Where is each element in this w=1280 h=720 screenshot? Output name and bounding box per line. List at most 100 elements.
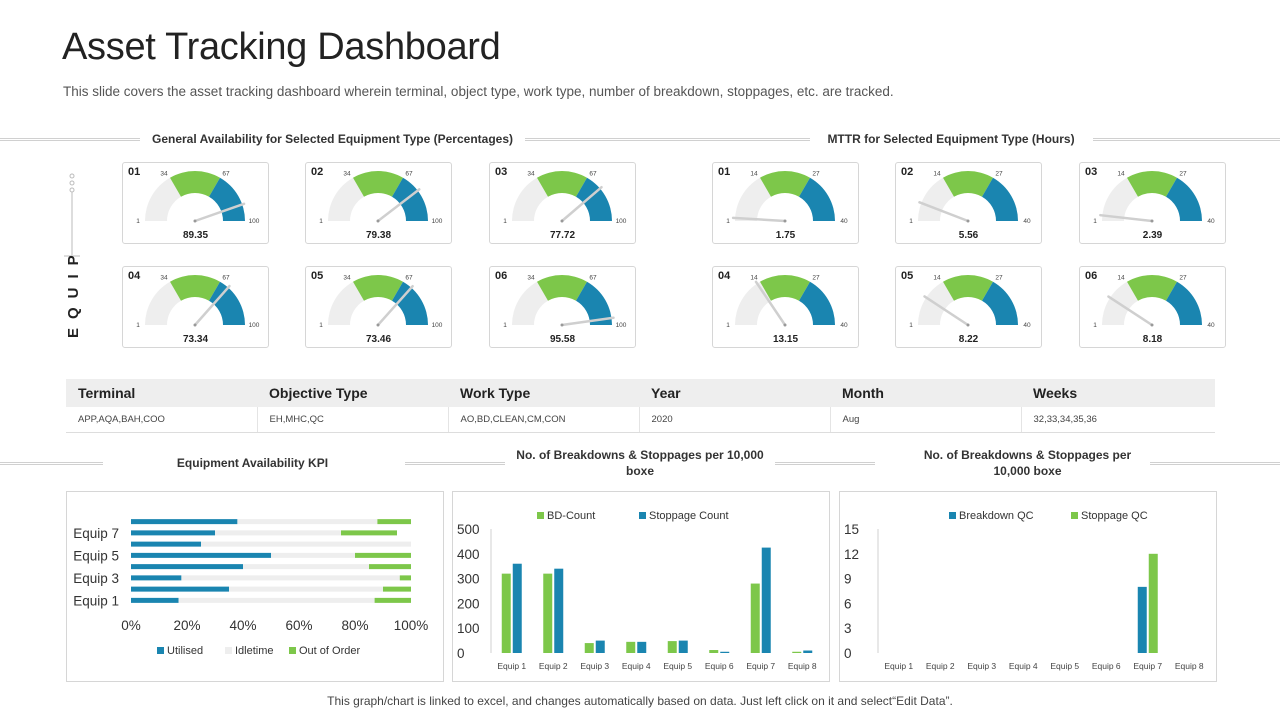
gauge-band-low [1102, 177, 1138, 221]
gauge-band-low [918, 177, 954, 221]
y-tick-label: 200 [457, 596, 480, 611]
bar-bd-count [543, 573, 553, 653]
y-tick-label: 3 [844, 621, 852, 636]
x-tick-label: 100% [394, 618, 429, 633]
gauge-id: 04 [718, 270, 731, 282]
gauge-scale-t2-label: 27 [1179, 171, 1187, 178]
gauge-pivot [1150, 219, 1154, 223]
gauge-card: 1 34 67 100 01 89.35 [122, 162, 269, 244]
gauge-pivot [376, 323, 380, 327]
gauge-value: 8.22 [958, 334, 979, 345]
bar-idletime [181, 575, 400, 581]
gauge-scale-min-label: 1 [136, 322, 140, 329]
gauge-needle [754, 280, 787, 327]
legend-swatch [289, 647, 296, 654]
bar-idletime [243, 564, 369, 570]
gauge-card: 1 14 27 40 06 8.18 [1079, 266, 1226, 348]
gauge-needle [1099, 213, 1154, 223]
gauge-band-mid [537, 171, 587, 197]
x-tick-label: Equip 5 [663, 661, 692, 671]
filter-header-work-type: Work Type [448, 379, 639, 407]
gauge-scale-min-label: 1 [136, 218, 140, 225]
gauge-card: 1 34 67 100 05 73.46 [305, 266, 452, 348]
gauge-pivot [966, 219, 970, 223]
gauge-band-mid [170, 171, 220, 197]
gauge-dial: 1 34 67 100 [136, 275, 260, 329]
x-tick-label: Equip 4 [622, 661, 651, 671]
gauge-scale-max-label: 40 [840, 218, 848, 225]
bar-stoppage-count [595, 640, 605, 653]
gauge-scale-t1-label: 14 [933, 275, 941, 282]
gauge-scale-min-label: 1 [1093, 218, 1097, 225]
bar-breakdown-qc [1137, 586, 1147, 653]
gauge-scale-min-label: 1 [909, 322, 913, 329]
gauge-pivot [966, 323, 970, 327]
bar-utilised [131, 564, 243, 570]
gauge-dial: 1 34 67 100 [503, 171, 627, 225]
bar-stoppage-count [761, 547, 771, 653]
gauge-dial: 1 14 27 40 [726, 275, 848, 329]
gauge-scale-t2-label: 27 [995, 275, 1003, 282]
gauge-dial: 1 14 27 40 [726, 171, 848, 225]
equipment-availability-chart: Equip 1 Equip 3 Equip 5 Equip 7 0% 20% 40% 60% 8… [66, 491, 444, 682]
gauge-needle [923, 295, 970, 327]
bar-out-of-order [355, 552, 411, 558]
bar-utilised [131, 541, 201, 547]
filter-header-terminal: Terminal [66, 379, 257, 407]
filter-value-row: APP,AQA,BAH,COO EH,MHC,QC AO,BD,CLEAN,CM… [66, 407, 1215, 433]
filter-value-terminal: APP,AQA,BAH,COO [66, 407, 258, 433]
gauge-needle [193, 284, 231, 327]
x-tick-label: Equip 2 [926, 661, 955, 671]
gauge-id: 02 [901, 166, 914, 178]
legend-label: Utilised [167, 645, 203, 657]
gauge-value: 5.56 [958, 230, 979, 241]
filter-value-weeks: 32,33,34,35,36 [1021, 407, 1215, 433]
gauge-band-mid [943, 171, 993, 197]
equip-decoration-line [64, 173, 80, 257]
gauge-band-mid [170, 275, 220, 301]
gauge-band-high [799, 281, 835, 325]
x-tick-label: Equip 8 [1175, 661, 1204, 671]
gauge-scale-t1-label: 34 [160, 171, 168, 178]
gauge-scale-t2-label: 67 [222, 171, 230, 178]
gauge-needle [560, 185, 603, 223]
gauge-scale-min-label: 1 [726, 218, 730, 225]
equip-label-text: EQUIP [65, 246, 82, 338]
gauge-dial: 1 14 27 40 [1093, 171, 1215, 225]
gauge-pivot [376, 219, 380, 223]
gauge-band-high [1166, 177, 1202, 221]
gauge-card: 1 14 27 40 05 8.22 [895, 266, 1042, 348]
gauge-band-mid [353, 275, 403, 301]
gauge-scale-t2-label: 27 [1179, 275, 1187, 282]
gauge-id: 06 [495, 270, 508, 282]
gauge-id: 02 [311, 166, 324, 178]
gauge-scale-min-label: 1 [726, 322, 730, 329]
gauge-needle [1107, 295, 1154, 327]
gauge-band-low [512, 281, 548, 325]
gauge-scale-t2-label: 67 [405, 171, 413, 178]
gauge-scale-t2-label: 67 [405, 275, 413, 282]
gauge-card: 1 14 27 40 03 2.39 [1079, 162, 1226, 244]
x-tick-label: Equip 2 [539, 661, 568, 671]
bar-stoppage-count [678, 640, 688, 653]
gauge-card: 1 14 27 40 02 5.56 [895, 162, 1042, 244]
gauge-scale-t2-label: 27 [812, 171, 820, 178]
legend-label: BD-Count [547, 510, 595, 522]
y-tick-label: Equip 5 [73, 548, 119, 563]
bar-utilised [131, 575, 182, 581]
filter-value-objective-type: EH,MHC,QC [257, 407, 449, 433]
y-tick-label: Equip 3 [73, 571, 119, 586]
gauge-id: 04 [128, 270, 141, 282]
x-tick-label: Equip 7 [746, 661, 775, 671]
gauge-band-mid [760, 171, 810, 197]
bar-bd-count [626, 641, 636, 653]
gauge-scale-max-label: 100 [616, 218, 627, 225]
gauge-id: 03 [495, 166, 508, 178]
bar-bd-count [667, 641, 677, 653]
x-tick-label: 20% [173, 618, 200, 633]
filter-header-row: Terminal Objective Type Work Type Year M… [66, 379, 1215, 407]
y-tick-label: 15 [844, 522, 859, 537]
y-tick-label: 9 [844, 572, 852, 587]
legend-swatch [639, 512, 646, 519]
bar-utilised [131, 519, 238, 525]
